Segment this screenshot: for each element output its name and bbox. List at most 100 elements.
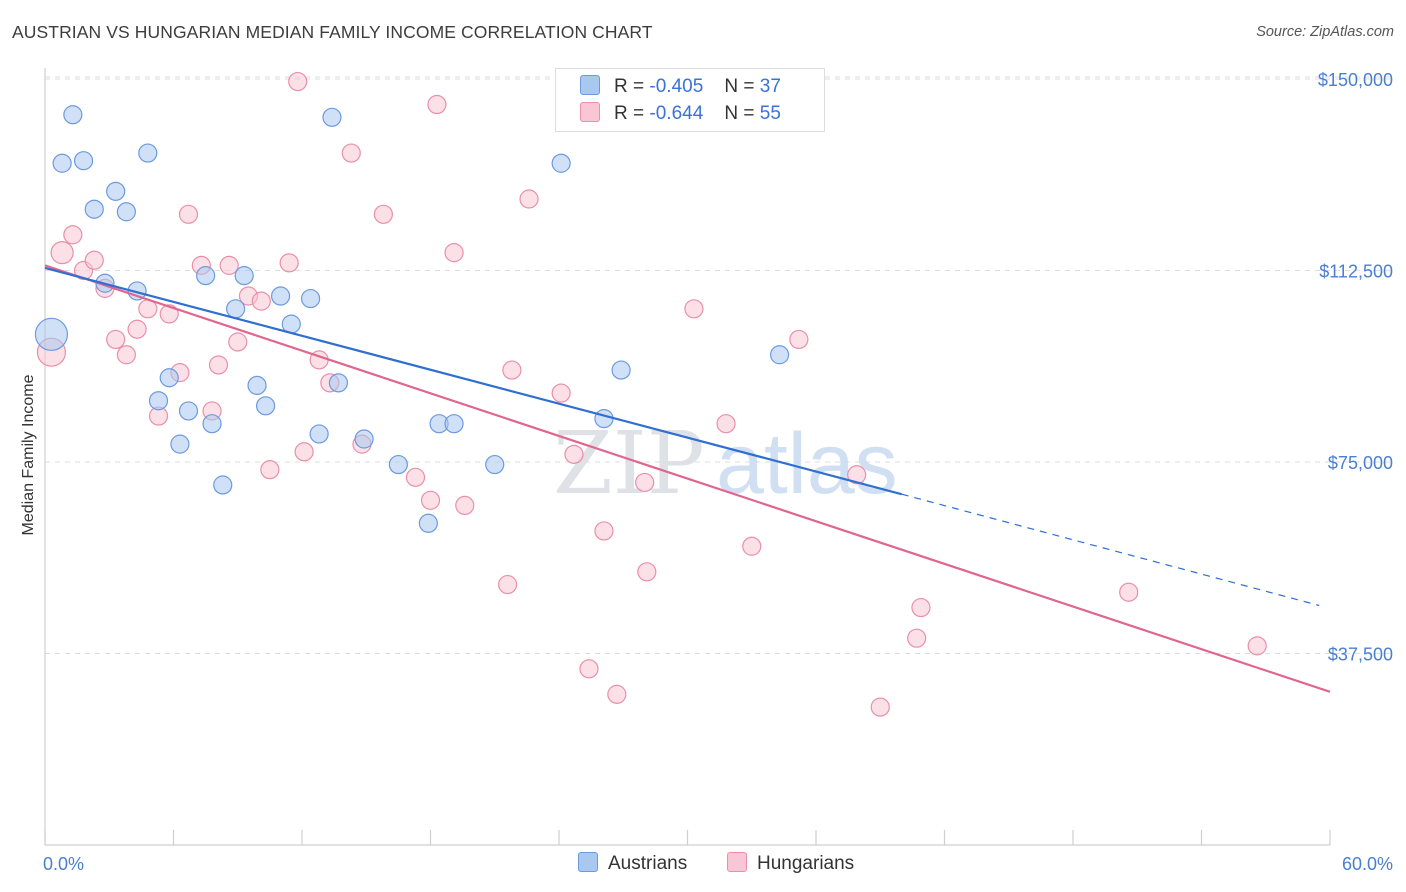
hungarian-point — [519, 189, 539, 209]
hungarian-point — [870, 697, 890, 717]
austrian-point — [148, 391, 169, 411]
austrian-point — [255, 396, 276, 416]
y-tick-label: $37,500 — [1328, 645, 1393, 665]
chart-source: Source: ZipAtlas.com — [1256, 24, 1394, 40]
hungarian-point — [911, 597, 931, 618]
hungarian-point — [260, 460, 280, 480]
austrian-point — [234, 266, 254, 286]
hungarian-point — [498, 574, 518, 595]
grid-lines — [45, 76, 1395, 654]
legend-item-hungarians[interactable]: Hungarians — [727, 852, 854, 875]
austrian-point — [159, 368, 179, 388]
austrian-point — [106, 181, 126, 201]
hungarian-point — [594, 521, 614, 541]
watermark: ZIP atlas — [553, 414, 898, 514]
chart-title: AUSTRIAN VS HUNGARIAN MEDIAN FAMILY INCO… — [12, 22, 653, 42]
austrian-point — [116, 202, 136, 222]
legend-item-austrians[interactable]: Austrians — [578, 852, 687, 875]
austrian-point — [300, 288, 321, 309]
austrian-point — [84, 199, 104, 219]
y-tick-label: $150,000 — [1318, 70, 1393, 90]
hungarian-point — [847, 465, 867, 485]
axes — [44, 68, 1331, 846]
austrian-point — [247, 375, 267, 395]
hungarian-point — [579, 659, 599, 679]
hungarian-point — [405, 467, 426, 487]
n-value: 55 — [759, 103, 781, 124]
austrian-point — [418, 513, 438, 533]
hungarian-point — [63, 225, 83, 245]
n-value: 37 — [759, 76, 781, 97]
austrian-point — [594, 408, 614, 429]
hungarian-point — [373, 204, 393, 224]
austrian-point — [551, 153, 571, 173]
austrian-point — [322, 107, 342, 127]
hungarian-point — [742, 536, 762, 556]
austrian-point — [34, 317, 69, 351]
hungarian-point — [1119, 582, 1139, 602]
austrian-point — [769, 345, 790, 365]
hungarian-point — [635, 472, 655, 493]
hungarian-point — [127, 319, 147, 339]
austrian-point — [485, 454, 505, 475]
hungarian-point — [288, 71, 308, 92]
austrian-point — [611, 360, 631, 380]
hungarian-point — [444, 243, 464, 263]
y-tick-label: $75,000 — [1328, 453, 1393, 473]
hungarian-point — [294, 442, 314, 462]
austrian-point — [178, 401, 199, 421]
stats-row-austrians: R = -0.405 N = 37 — [580, 75, 781, 99]
hungarian-point — [341, 143, 361, 163]
hungarian-point — [684, 299, 704, 319]
n-label: N = — [724, 76, 755, 97]
hungarian-point — [84, 250, 104, 270]
hungarian-point — [420, 490, 441, 510]
hungarian-point — [716, 414, 736, 434]
y-tick-label: $112,500 — [1319, 262, 1393, 282]
austrian-point — [196, 266, 216, 286]
hungarian-point — [789, 329, 809, 350]
hungarians-swatch — [580, 102, 600, 122]
hungarian-point — [1247, 636, 1267, 656]
stats-row-hungarians: R = -0.644 N = 55 — [580, 102, 781, 126]
legend-label-austrians: Austrians — [608, 853, 688, 874]
stats-legend: R = -0.405 N = 37 R = -0.644 N = 55 — [555, 68, 825, 132]
hungarian-point — [607, 684, 627, 704]
hungarian-point — [455, 495, 475, 516]
austrian-point — [170, 434, 190, 454]
austrians-swatch — [580, 75, 600, 95]
hungarian-point — [116, 345, 136, 365]
tick-labels: $37,500 $75,000 $112,500 $150,000 0.0% 60.0% — [43, 70, 1393, 874]
trend-lines — [44, 264, 1331, 693]
austrian-point — [73, 151, 94, 171]
hungarian-point — [208, 355, 229, 375]
hungarians-legend-swatch — [727, 852, 747, 872]
hungarian-point — [50, 241, 74, 265]
hungarian-point — [564, 444, 584, 464]
x-tick-label: 60.0% — [1342, 854, 1393, 874]
watermark-atlas: atlas — [716, 416, 898, 512]
austrian-point — [138, 143, 158, 163]
r-label: R = — [614, 103, 645, 124]
hungarian-point — [178, 204, 199, 224]
austrian-point — [444, 414, 464, 434]
r-label: R = — [614, 76, 645, 97]
watermark-zip: ZIP — [553, 414, 705, 514]
r-value: -0.405 — [649, 76, 704, 97]
hungarians-trend-line — [44, 264, 1331, 693]
austrian-point — [309, 424, 329, 444]
austrian-point — [388, 454, 408, 475]
austrian-point — [328, 373, 349, 393]
hungarian-point — [907, 628, 927, 648]
austrian-point — [213, 475, 233, 495]
austrian-point — [226, 299, 246, 319]
y-axis-label: Median Family Income — [20, 374, 37, 535]
hungarian-point — [251, 291, 271, 311]
x-tick-label: 0.0% — [43, 854, 84, 874]
hungarian-point — [551, 383, 571, 403]
n-label: N = — [724, 103, 755, 124]
austrian-point — [270, 286, 291, 306]
hungarian-point — [502, 360, 522, 380]
hungarian-point — [427, 94, 447, 115]
